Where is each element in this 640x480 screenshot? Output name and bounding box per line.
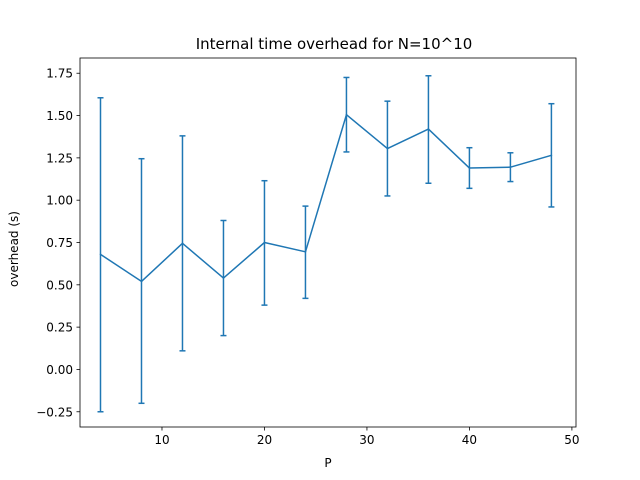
- data-point: [468, 167, 471, 169]
- plot-area: [97, 75, 555, 413]
- chart-title: Internal time overhead for N=10^10: [196, 35, 473, 53]
- data-point: [509, 166, 512, 168]
- x-tick-label: 50: [564, 433, 579, 447]
- y-tick-label: 0.50: [46, 278, 73, 292]
- y-tick-label: 0.00: [46, 363, 73, 377]
- data-point: [345, 113, 348, 116]
- y-tick-label: 1.75: [46, 67, 73, 81]
- x-tick-label: 40: [462, 433, 477, 447]
- y-tick-label: 1.50: [46, 109, 73, 123]
- data-point: [427, 128, 430, 130]
- axes-frame: [79, 57, 577, 428]
- y-tick-label: 1.25: [46, 151, 73, 165]
- data-point: [222, 277, 225, 279]
- data-point: [140, 280, 143, 283]
- data-point: [386, 147, 389, 150]
- data-point: [263, 241, 266, 244]
- x-axis-label: P: [324, 456, 331, 470]
- data-point: [304, 251, 307, 253]
- x-tick-label: 30: [359, 433, 374, 447]
- y-tick-label: −0.25: [36, 405, 73, 419]
- data-point: [181, 242, 184, 245]
- series-line: [100, 113, 552, 283]
- data-point: [550, 154, 553, 157]
- y-tick-label: 0.25: [46, 321, 73, 335]
- y-tick-label: 1.00: [46, 194, 73, 208]
- data-point: [99, 253, 102, 256]
- axes: 10 20 30 40 50 −0.25 0.00 0.25 0.50 0.75 1.00 1.25 1…: [36, 57, 580, 447]
- x-tick-label: 20: [257, 433, 272, 447]
- y-axis-label: overhead (s): [7, 211, 21, 287]
- y-tick-label: 0.75: [46, 236, 73, 250]
- x-tick-label: 10: [154, 433, 169, 447]
